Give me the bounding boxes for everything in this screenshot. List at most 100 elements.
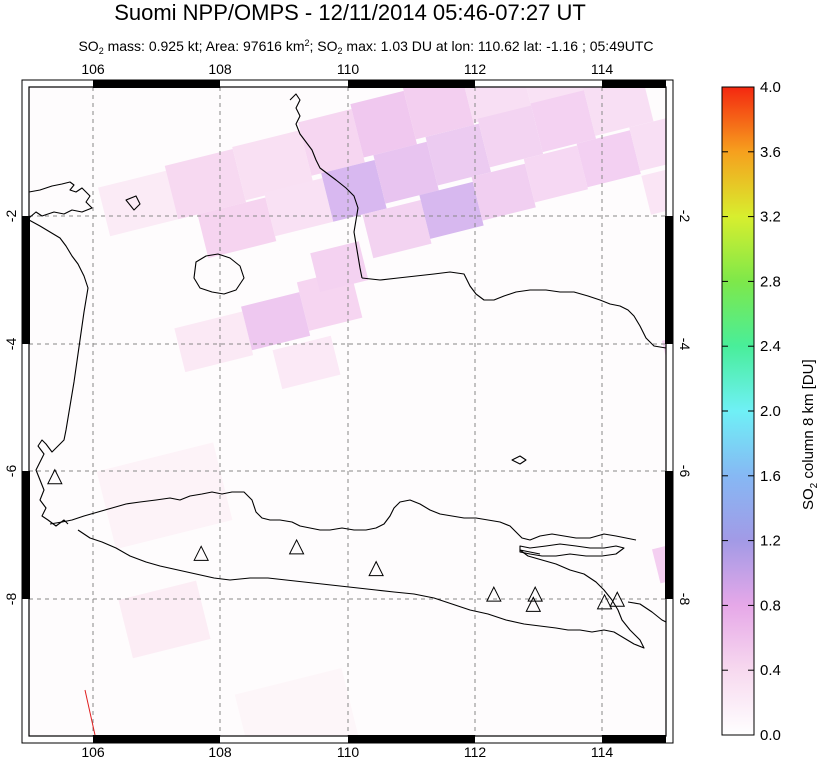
colorbar-tick-label: 2.8 — [760, 273, 781, 290]
colorbar-tick-label: 3.2 — [760, 209, 781, 226]
so2-pixel — [523, 145, 588, 203]
colorbar-tick-label: 3.6 — [760, 144, 781, 161]
lat-label-right: -2 — [677, 210, 693, 223]
lon-label-bottom: 108 — [208, 744, 232, 759]
coastline-java-south — [77, 529, 645, 649]
coastline-bali — [627, 601, 666, 623]
subtitle-max: max: 1.03 DU at lon: 110.62 lat: -1.16 ;… — [342, 38, 654, 54]
volcano-marker — [609, 591, 626, 607]
band-bottom-1 — [93, 735, 220, 743]
volcano-marker — [486, 586, 502, 602]
band-top-3 — [602, 80, 666, 88]
so2-pixel — [471, 163, 536, 221]
lon-label-bottom: 110 — [337, 744, 360, 759]
so2-pixel — [477, 105, 544, 168]
colorbar-tick-label: 1.2 — [760, 533, 781, 550]
subtitle-max-sub: 2 — [337, 46, 343, 56]
lon-label-top: 114 — [591, 61, 614, 77]
subtitle-so2-sub: 2 — [98, 46, 104, 56]
band-left-1 — [22, 216, 30, 344]
lon-label-top: 108 — [208, 61, 232, 77]
lat-label-left: -6 — [3, 465, 19, 478]
lon-label-top: 112 — [464, 61, 487, 77]
colorbar-tick-label: 4.0 — [760, 79, 781, 96]
subtitle-so2: SO — [78, 38, 99, 54]
so2-pixel — [530, 90, 597, 153]
lon-label-bottom: 114 — [591, 744, 614, 759]
so2-pixel — [576, 130, 641, 188]
map-frame — [28, 86, 667, 737]
lon-labels: 106 108 110 112 114 106 108 110 112 114 — [81, 61, 613, 759]
so2-pixel — [419, 181, 484, 239]
colorbar-tick-label: 1.6 — [760, 468, 781, 485]
so2-pixel — [362, 200, 432, 259]
outer-frame — [21, 79, 674, 744]
so2-pixel — [583, 87, 654, 136]
lat-label-left: -2 — [3, 210, 19, 223]
lat-labels: -2 -4 -6 -8 -2 -4 -6 -8 — [3, 210, 693, 606]
band-left-2 — [22, 471, 30, 599]
grid-lines — [29, 87, 666, 736]
so2-pixel — [96, 442, 233, 550]
so2-pixel — [98, 170, 179, 237]
lat-label-right: -8 — [677, 593, 693, 606]
colorbar-title-sub: 2 — [809, 482, 820, 489]
map-title: Suomi NPP/OMPS - 12/11/2014 05:46-07:27 … — [114, 0, 586, 25]
colorbar-tick-label: 2.4 — [760, 338, 781, 355]
volcano-layer — [47, 468, 626, 612]
coastline-borneo-south — [361, 271, 666, 349]
so2-pixel — [174, 311, 254, 373]
band-right-1 — [665, 216, 673, 344]
so2-pixel — [350, 90, 418, 158]
lat-label-right: -6 — [677, 465, 693, 478]
lon-label-bottom: 112 — [464, 744, 487, 759]
band-bottom-3 — [602, 735, 666, 743]
so2-pixel — [575, 87, 647, 89]
track-marker — [84, 689, 96, 736]
volcano-marker — [525, 596, 542, 612]
subtitle-mass-area: mass: 0.925 kt; Area: 97616 km — [103, 38, 305, 54]
coastline-sumatra-south — [29, 219, 89, 527]
subtitle-sep: ; SO — [309, 38, 338, 54]
coastline-island-karimunjawa — [511, 455, 527, 465]
so2-pixel — [629, 115, 666, 172]
so2-pixel — [234, 668, 361, 736]
so2-pixel — [373, 141, 439, 204]
so2-pixel — [310, 241, 369, 293]
lat-label-right: -4 — [677, 338, 693, 351]
colorbar-title-suffix: column 8 km [DU] — [800, 359, 817, 483]
subtitle-area-sup: 2 — [304, 38, 310, 48]
colorbar-tick-label: 0.8 — [760, 597, 781, 614]
so2-pixel — [641, 163, 666, 215]
so2-pixel — [232, 130, 314, 201]
so2-pixel — [241, 292, 311, 351]
coastline-borneo-west — [289, 93, 363, 279]
lat-label-left: -8 — [3, 593, 19, 606]
so2-swath-layer — [96, 87, 666, 736]
coastlines — [29, 93, 666, 649]
coastline-sumatra — [29, 181, 93, 219]
band-top-1 — [93, 80, 220, 88]
coastline-bangka-tip — [125, 195, 141, 211]
lon-label-top: 106 — [81, 61, 105, 77]
colorbar-title: SO2 column 8 km [DU] — [800, 359, 820, 510]
coastline-madura — [519, 543, 625, 557]
volcano-marker — [193, 545, 209, 561]
so2-pixel — [164, 148, 246, 220]
coastline-belitung — [193, 253, 245, 295]
volcano-marker — [596, 593, 613, 610]
lat-label-left: -4 — [3, 338, 19, 351]
so2-pixel — [118, 580, 211, 659]
so2-pixel — [460, 87, 532, 123]
volcano-marker — [47, 468, 63, 485]
colorbar-tick-label: 0.0 — [760, 727, 781, 744]
axis-bands — [22, 80, 673, 743]
colorbar-title-prefix: SO — [800, 488, 817, 510]
band-top-2 — [348, 80, 475, 88]
band-right-2 — [665, 471, 673, 599]
so2-pixel — [264, 178, 334, 237]
lon-label-top: 110 — [337, 61, 360, 77]
lon-label-bottom: 106 — [81, 744, 105, 759]
colorbar-ticks: 0.0 0.4 0.8 1.2 1.6 2.0 2.4 2.8 3.2 3.6 4.0 — [722, 79, 781, 744]
